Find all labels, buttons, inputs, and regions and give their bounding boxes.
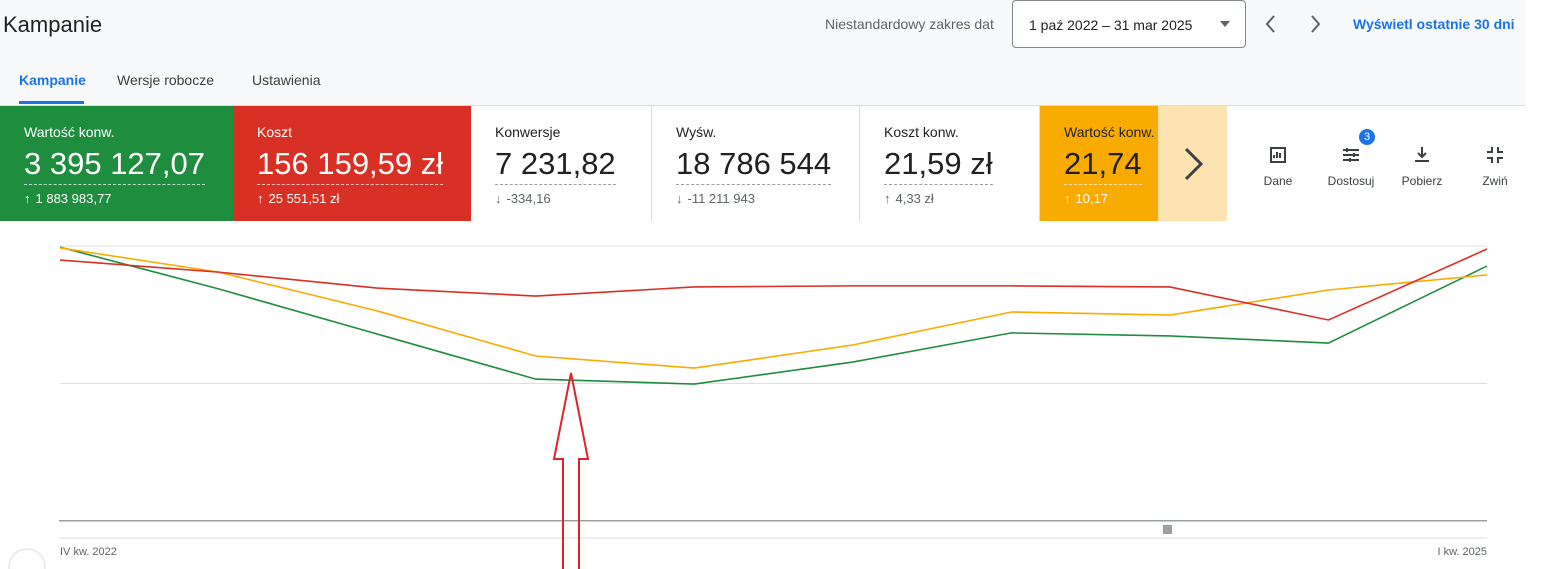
tool-icon bbox=[1487, 147, 1503, 163]
metric-label: Koszt konw. bbox=[884, 124, 959, 140]
chevron bbox=[1184, 147, 1204, 181]
change-value: 4,33 zł bbox=[895, 191, 934, 206]
metric-value: 7 231,82 bbox=[495, 146, 616, 185]
metric-card[interactable]: Wartość konw. 3 395 127,07 ↑ 1 883 983,77 bbox=[0, 106, 233, 221]
tab[interactable]: Kampanie bbox=[19, 72, 86, 88]
series-line bbox=[59, 247, 1488, 369]
change-value: -334,16 bbox=[506, 191, 551, 206]
tool-button[interactable]: Dostosuj 3 bbox=[1316, 129, 1386, 188]
tab-indicator bbox=[19, 101, 84, 104]
metric-change: ↑ 4,33 zł bbox=[884, 191, 1039, 206]
tool-icon bbox=[1343, 148, 1359, 162]
add-button[interactable] bbox=[8, 548, 46, 569]
change-arrow: ↓ bbox=[495, 191, 502, 206]
change-arrow: ↑ bbox=[24, 191, 31, 206]
metric-card[interactable]: Konwersje 7 231,82 ↓ -334,16 bbox=[471, 106, 652, 221]
metric-label: Koszt bbox=[257, 124, 293, 140]
change-value: 25 551,51 zł bbox=[268, 191, 340, 206]
tool-label: Zwiń bbox=[1482, 174, 1508, 188]
tool-icon bbox=[1415, 147, 1429, 162]
tab[interactable]: Wersje robocze bbox=[117, 72, 215, 88]
metric-label: Wyśw. bbox=[676, 124, 717, 140]
metric-label: Wartość konw. bbox=[24, 124, 115, 140]
metric-value: 21,59 zł bbox=[884, 146, 993, 185]
page-title: Kampanie bbox=[3, 12, 103, 37]
dropdown-icon bbox=[1220, 21, 1230, 27]
tool-label: Dostosuj bbox=[1327, 174, 1375, 188]
change-value: 1 883 983,77 bbox=[35, 191, 112, 206]
tool-label: Dane bbox=[1263, 174, 1293, 188]
change-arrow: ↑ bbox=[257, 191, 264, 206]
header: Kampanie Niestandardowy zakres dat 1 paź… bbox=[0, 0, 1525, 106]
x-tick-label: IV kw. 2022 bbox=[60, 546, 117, 558]
metric-value: 18 786 544 bbox=[676, 146, 832, 185]
tool-button[interactable]: Dane bbox=[1243, 145, 1313, 188]
metric-change: ↓ -334,16 bbox=[495, 191, 651, 206]
tool-button[interactable]: Pobierz bbox=[1387, 145, 1457, 188]
chart: I kw. 2025 IV kw. 2022 bbox=[8, 245, 1488, 569]
metric-label: Wartość konw. / koszt bbox=[1064, 124, 1199, 140]
metric-label: Konwersje bbox=[495, 124, 561, 140]
metric-change: ↑ 10,17 bbox=[1064, 191, 1158, 206]
metric-card[interactable]: Wyśw. 18 786 544 ↓ -11 211 943 bbox=[652, 106, 860, 221]
change-arrow: ↑ bbox=[1064, 191, 1071, 206]
metric-value: 3 395 127,07 bbox=[24, 146, 206, 185]
metric-value: 21,74 bbox=[1064, 146, 1142, 185]
last-30-link[interactable]: Wyświetl ostatnie 30 dni bbox=[1353, 16, 1515, 32]
tab[interactable]: Ustawienia bbox=[252, 72, 321, 88]
x-tick-label: I kw. 2025 bbox=[1437, 546, 1487, 558]
tool-badge: 3 bbox=[1359, 129, 1375, 145]
scrubber-track bbox=[59, 520, 1487, 522]
series-line bbox=[59, 248, 1488, 321]
tool-label: Pobierz bbox=[1401, 174, 1443, 188]
metric-card[interactable]: Wartość konw. / koszt 21,74 ↑ 10,17 bbox=[1040, 106, 1199, 221]
change-value: 10,17 bbox=[1075, 191, 1109, 206]
date-picker[interactable]: 1 paź 2022 – 31 mar 2025 bbox=[1012, 0, 1246, 48]
nav-arrows[interactable] bbox=[1262, 14, 1332, 34]
annotation-arrow bbox=[552, 372, 590, 569]
date-range: 1 paź 2022 – 31 mar 2025 bbox=[1029, 17, 1193, 33]
change-value: -11 211 943 bbox=[687, 191, 755, 206]
metric-card[interactable]: Koszt 156 159,59 zł ↑ 25 551,51 zł bbox=[233, 106, 471, 221]
next-metric[interactable] bbox=[1158, 106, 1227, 221]
date-range-label: Niestandardowy zakres dat bbox=[825, 16, 994, 32]
tool-icon bbox=[1270, 147, 1286, 163]
metric-change: ↑ 25 551,51 zł bbox=[257, 191, 471, 206]
series-line bbox=[59, 246, 1488, 385]
metric-change: ↑ 1 883 983,77 bbox=[24, 191, 233, 206]
tool-button[interactable]: Zwiń bbox=[1460, 145, 1530, 188]
change-arrow: ↑ bbox=[884, 191, 891, 206]
metric-card[interactable]: Koszt konw. 21,59 zł ↑ 4,33 zł bbox=[860, 106, 1040, 221]
metric-change: ↓ -11 211 943 bbox=[676, 191, 859, 206]
scrubber-handle[interactable] bbox=[1163, 525, 1172, 534]
metric-value: 156 159,59 zł bbox=[257, 146, 444, 185]
change-arrow: ↓ bbox=[676, 191, 683, 206]
